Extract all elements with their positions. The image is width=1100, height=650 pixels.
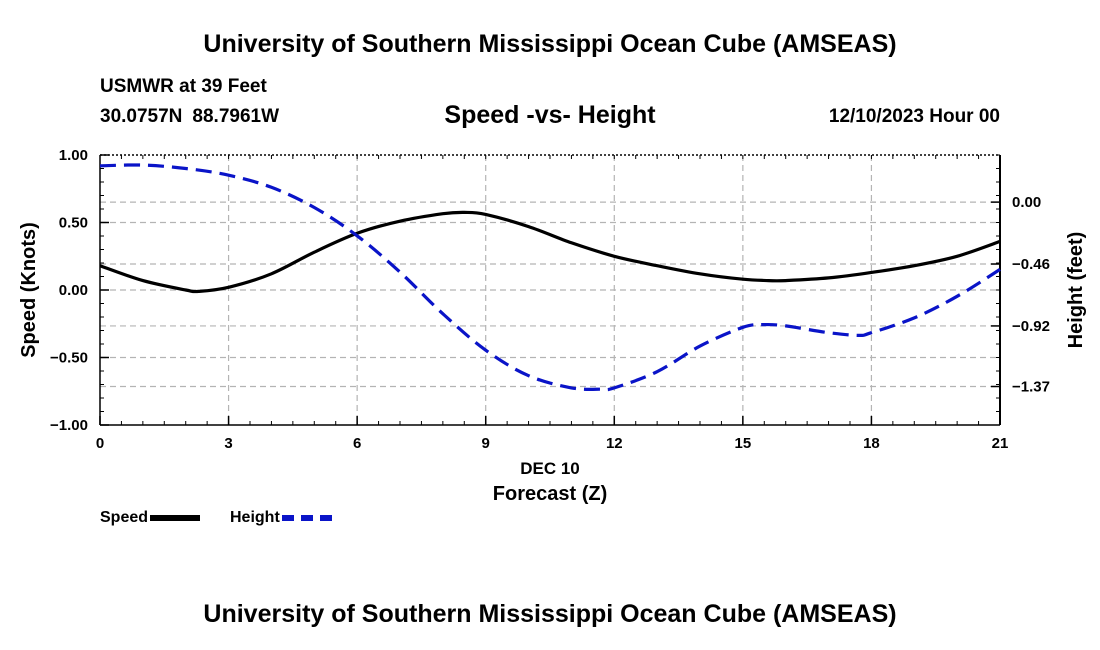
right-tick-label: −0.92 [1012, 318, 1050, 335]
legend-height-label: Height [230, 509, 280, 526]
chart-title: University of Southern Mississippi Ocean… [203, 30, 897, 58]
chart-subtitle: Speed -vs- Height [444, 101, 656, 129]
series-line-height [99, 163, 1001, 392]
legend-item-speed: Speed [100, 509, 201, 527]
x-tick-label: 21 [992, 435, 1009, 452]
forecast-datetime: 12/10/2023 Hour 00 [828, 106, 1000, 127]
left-tick-label: −0.50 [50, 350, 88, 367]
x-axis-title: Forecast (Z) [493, 483, 607, 505]
station-label: USMWR at 39 Feet [100, 76, 267, 97]
left-tick-label: −1.00 [50, 417, 88, 434]
left-tick-label: 0.50 [59, 215, 88, 232]
left-tick-label: 0.00 [59, 282, 88, 299]
latitude-label: 30.0757N [100, 106, 183, 127]
x-tick-label: 12 [606, 435, 623, 452]
legend-height-swatch [281, 514, 332, 521]
legend-speed-label: Speed [100, 509, 149, 526]
right-tick-label: −1.37 [1012, 379, 1050, 396]
footer-title: University of Southern Mississippi Ocean… [203, 600, 897, 628]
x-date-label: DEC 10 [520, 459, 580, 478]
x-tick-label: 6 [353, 435, 361, 452]
x-tick-label: 18 [863, 435, 880, 452]
right-tick-label: 0.00 [1012, 194, 1041, 211]
x-tick-label: 3 [224, 435, 232, 452]
y-axis-title-right: Height (feet) [1065, 232, 1087, 349]
left-tick-label: 1.00 [59, 147, 88, 164]
x-tick-label: 9 [482, 435, 490, 452]
legend-speed-swatch [150, 514, 201, 521]
series-line-speed [99, 210, 1001, 294]
x-tick-label: 0 [96, 435, 104, 452]
x-tick-label: 15 [735, 435, 752, 452]
right-tick-label: −0.46 [1012, 256, 1050, 273]
longitude-label: 88.7961W [192, 106, 280, 127]
y-axis-title-left: Speed (Knots) [18, 222, 40, 358]
legend-item-height: Height [230, 509, 332, 527]
station-coordinates: 30.0757N 88.7961W [100, 106, 279, 128]
